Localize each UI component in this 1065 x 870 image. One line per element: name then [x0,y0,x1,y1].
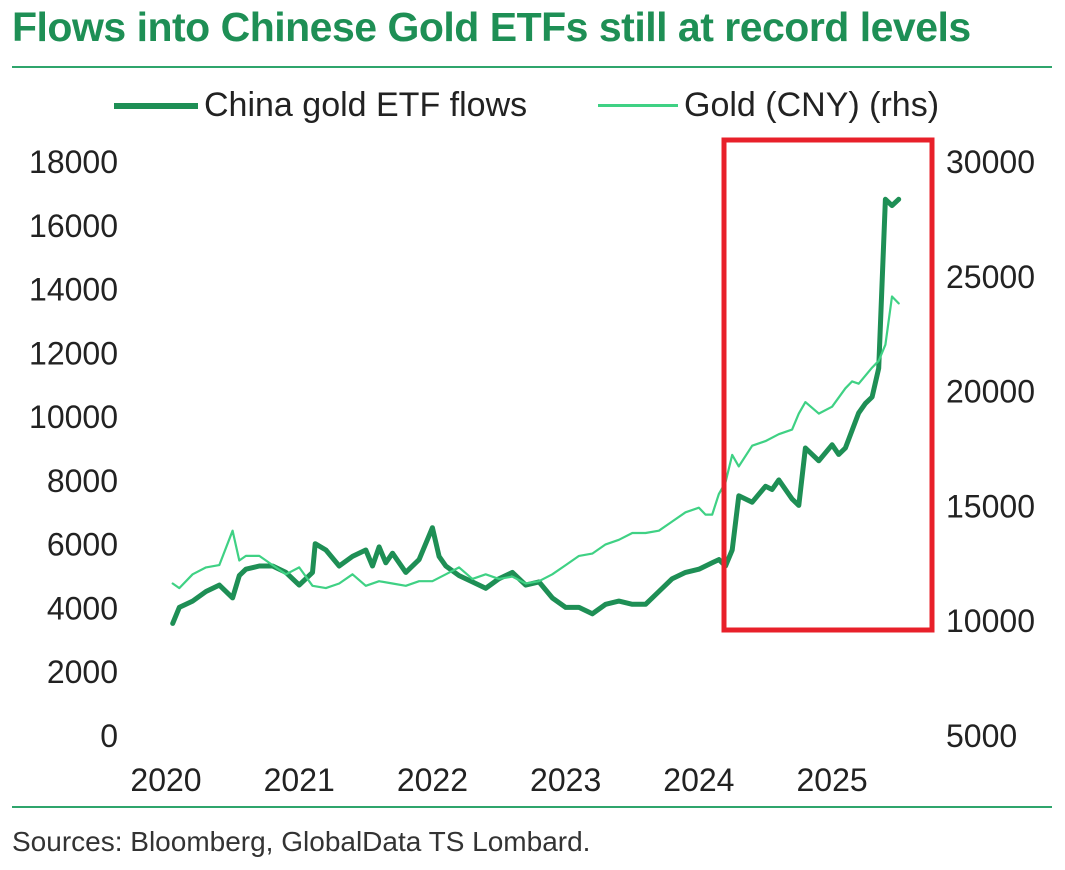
y-left-tick-label: 4000 [47,590,118,626]
y-left-tick-label: 6000 [47,527,118,563]
chart-title: Flows into Chinese Gold ETFs still at re… [12,4,971,50]
legend-item-gold: Gold (CNY) (rhs) [598,86,939,125]
x-tick-label: 2023 [530,762,601,798]
y-right-tick-label: 25000 [946,259,1035,295]
legend-swatch-flows [114,102,198,109]
y-left-tick-label: 12000 [29,335,118,371]
y-left-tick-label: 2000 [47,654,118,690]
source-note: Sources: Bloomberg, GlobalData TS Lombar… [12,826,591,857]
y-right-tick-label: 5000 [946,718,1017,754]
y-right-tick-label: 15000 [946,488,1035,524]
legend-swatch-gold [598,104,678,107]
y-left-tick-label: 0 [100,718,118,754]
x-tick-label: 2020 [130,762,201,798]
series-line-gold-cny [171,295,900,590]
series-line-china-gold-etf-flows [170,196,902,626]
legend-label-flows: China gold ETF flows [204,86,528,124]
y-left-tick-label: 18000 [29,144,118,180]
x-tick-label: 2021 [264,762,335,798]
x-tick-label: 2025 [796,762,867,798]
y-left-tick-label: 16000 [29,208,118,244]
bottom-rule [12,806,1052,808]
top-rule [12,66,1052,68]
y-left-tick-label: 10000 [29,399,118,435]
legend-label-gold: Gold (CNY) (rhs) [684,86,940,124]
y-left-tick-label: 14000 [29,272,118,308]
y-right-tick-label: 20000 [946,374,1035,410]
y-right-tick-label: 10000 [946,603,1035,639]
x-tick-label: 2024 [663,762,734,798]
highlight-box [721,137,935,633]
y-left-tick-label: 8000 [47,463,118,499]
chart-legend: China gold ETF flows Gold (CNY) (rhs) [0,86,1065,126]
x-tick-label: 2022 [397,762,468,798]
legend-item-flows: China gold ETF flows [114,86,527,125]
y-right-tick-label: 30000 [946,144,1035,180]
